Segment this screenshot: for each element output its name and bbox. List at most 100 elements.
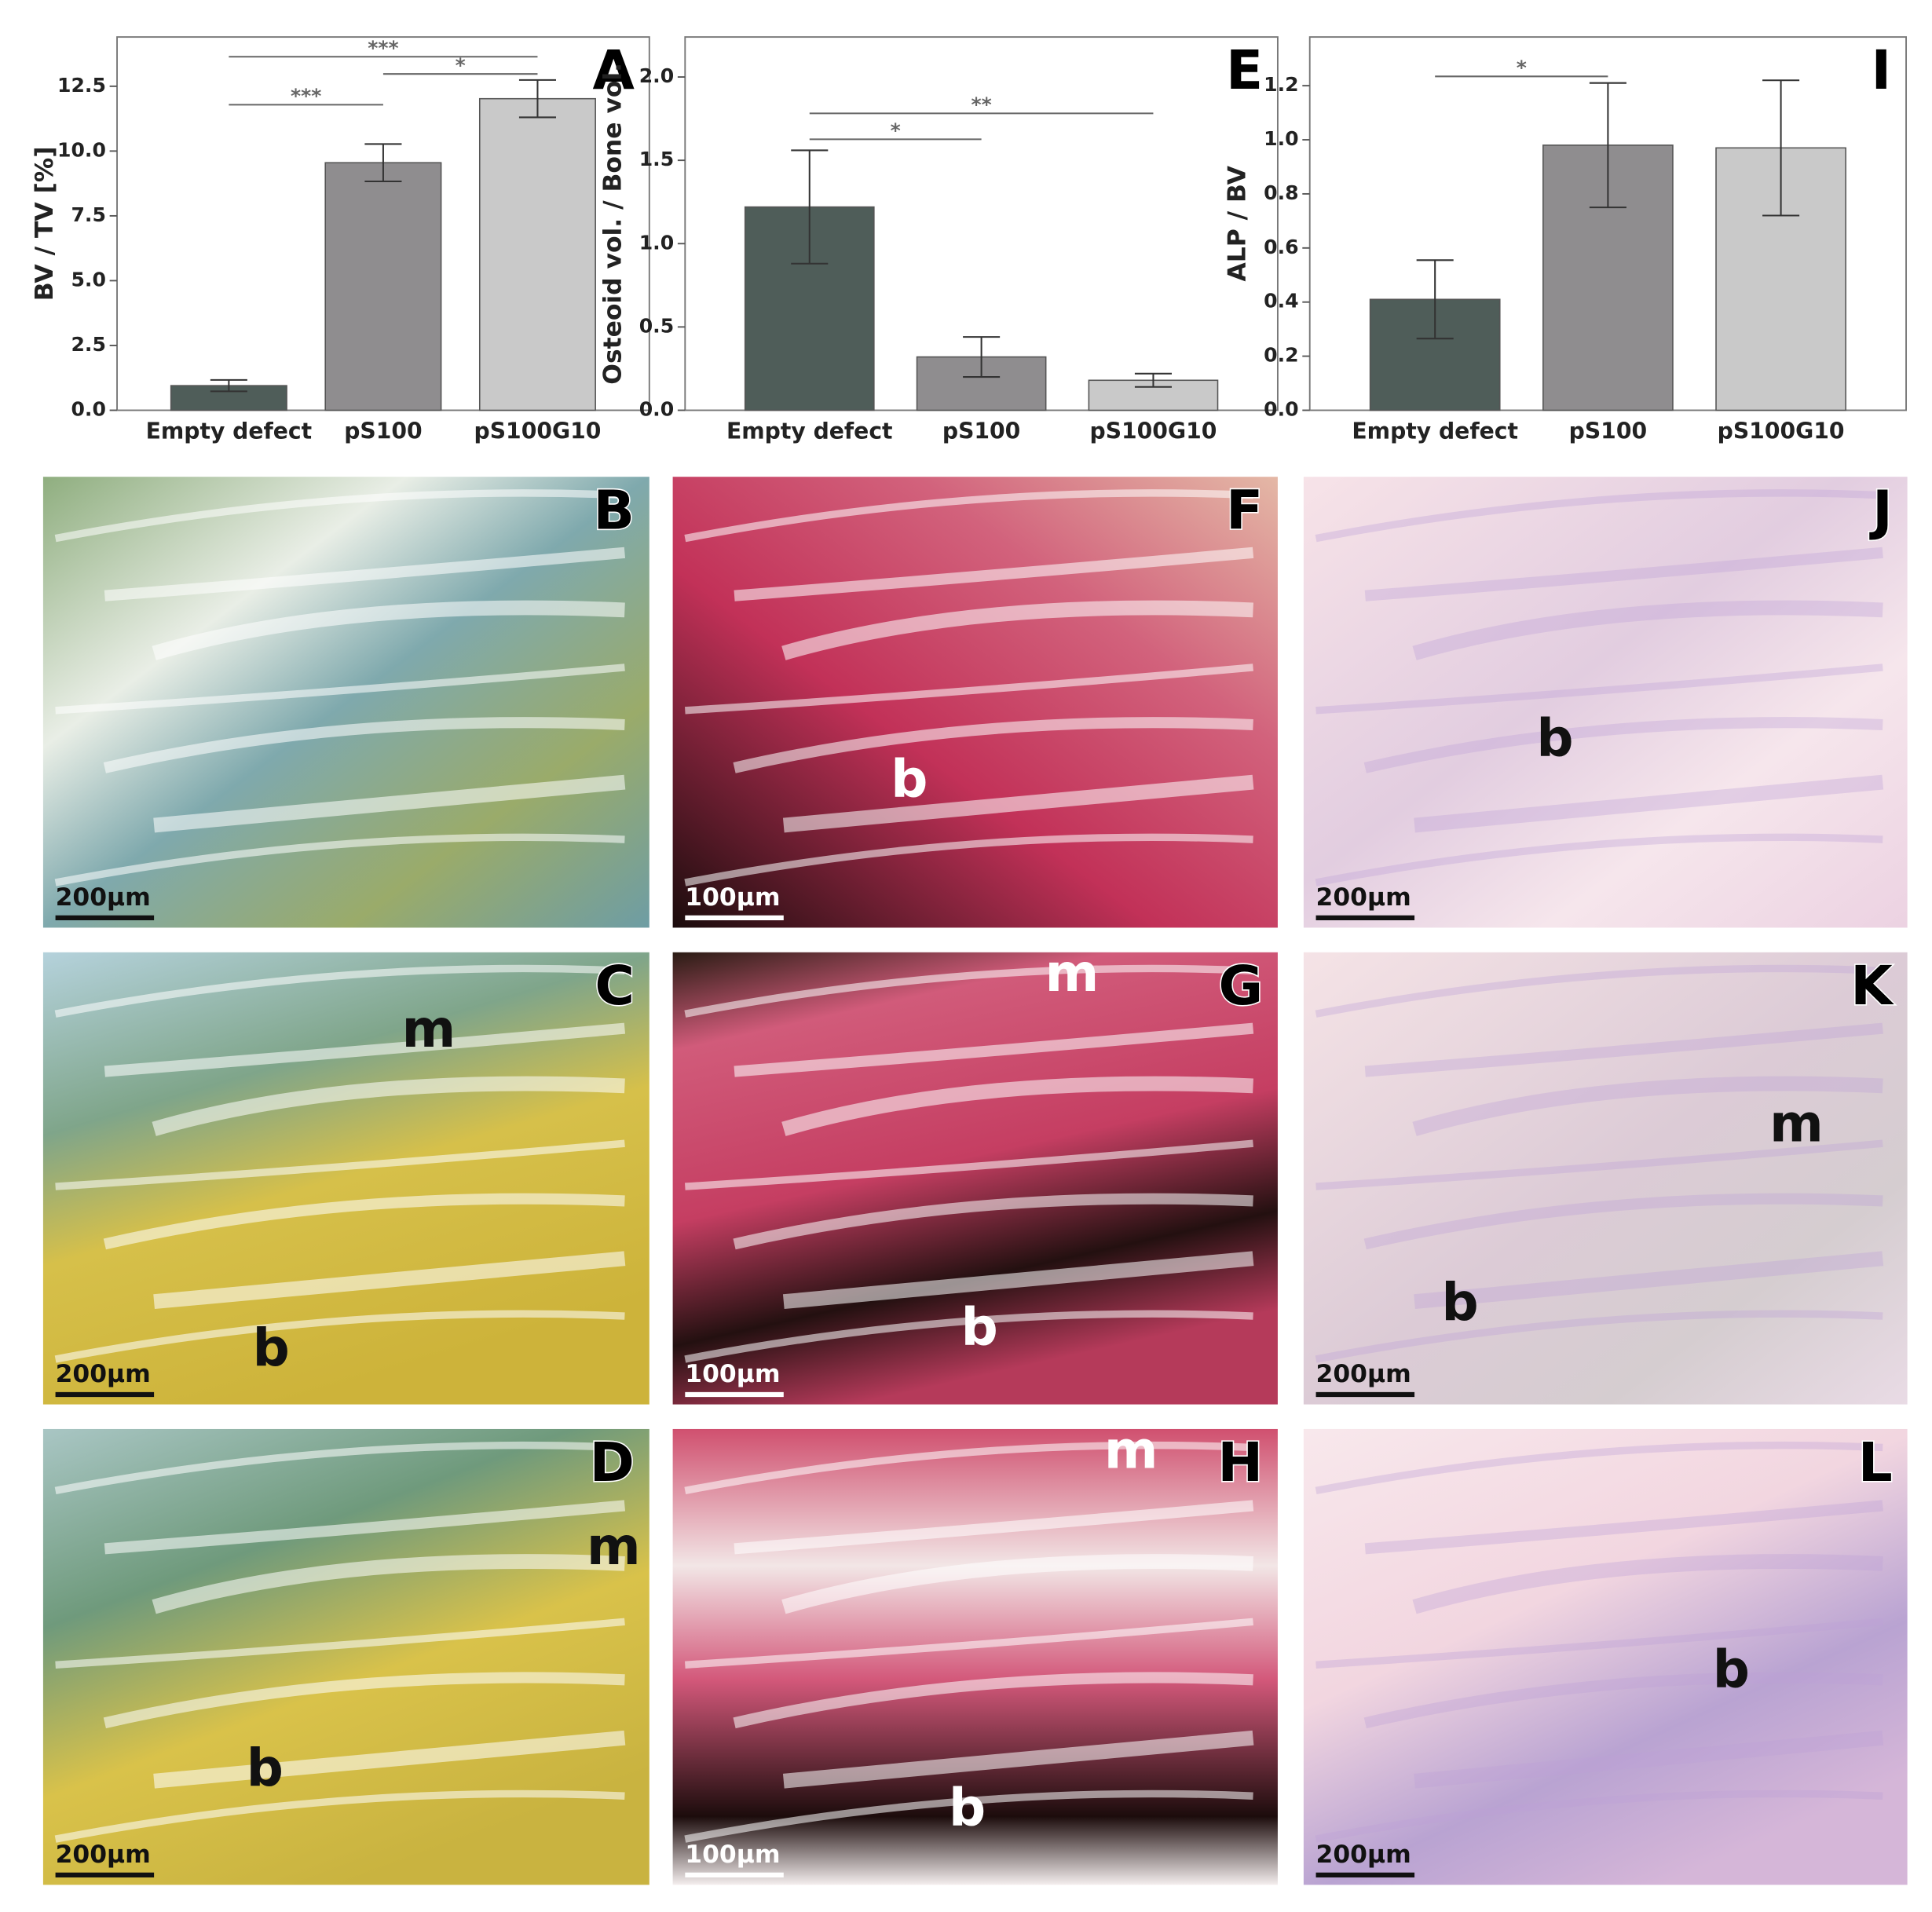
tissue-streak [1363, 1672, 1883, 1729]
error-bar [1134, 372, 1172, 388]
tissue-streak [1315, 1790, 1883, 1843]
x-tick-label: pS100 [344, 419, 422, 444]
tissue-streak [734, 1500, 1254, 1555]
significance-label: * [1517, 57, 1527, 79]
panel-letter: C [595, 955, 635, 1018]
tissue-streak [1414, 774, 1884, 833]
micrograph [1303, 1428, 1908, 1885]
y-tick-label: 1.0 [1264, 127, 1298, 150]
tissue-streak [1414, 1730, 1884, 1789]
tissue-streak [684, 664, 1253, 715]
region-label: m [1769, 1094, 1824, 1154]
panel-letter: D [590, 1431, 635, 1494]
tissue-streak [104, 1022, 626, 1077]
error-bar [1762, 79, 1800, 217]
scale-bar-label: 100µm [685, 883, 780, 912]
y-tick-label: 1.5 [639, 148, 674, 170]
significance-label: * [456, 54, 466, 77]
x-tick-label: pS100 [942, 419, 1020, 444]
region-label: m [1045, 943, 1100, 1004]
scale-bar-label: 200µm [1316, 1360, 1411, 1388]
significance-label: * [891, 119, 901, 142]
panel-letter: J [1869, 479, 1893, 542]
y-tick-label: 5.0 [71, 268, 105, 291]
tissue-streak [54, 833, 625, 887]
tissue-streak [1364, 1500, 1883, 1555]
tissue-streak [153, 1251, 626, 1310]
tissue-streak [733, 1193, 1253, 1250]
y-tick-label: 2.0 [639, 64, 674, 87]
y-axis-title: BV / TV [%] [31, 146, 59, 301]
tissue-streak [684, 489, 1253, 543]
tissue-streak [1412, 1554, 1883, 1614]
tissue-streak [103, 717, 625, 773]
tissue-streak [1315, 1618, 1883, 1669]
tissue-streak [55, 1139, 625, 1190]
error-bar [518, 79, 557, 119]
tissue-streak [104, 547, 626, 601]
tissue-streak [152, 1076, 625, 1136]
bar [478, 97, 596, 411]
region-label: b [247, 1738, 284, 1798]
tissue-streak [684, 1310, 1253, 1363]
micrograph [1303, 952, 1908, 1405]
scale-bar-label: 200µm [56, 883, 151, 912]
tissue-streak [1315, 489, 1883, 543]
tissue-streak [684, 1618, 1253, 1669]
scale-bar-label: 200µm [56, 1360, 151, 1388]
error-bar [1589, 82, 1626, 209]
region-label: b [1536, 708, 1573, 769]
y-tick-label: 0.8 [1264, 181, 1298, 204]
tissue-streak [152, 600, 625, 660]
scale-bar-label: 200µm [1316, 883, 1411, 912]
y-tick-label: 0.0 [639, 397, 674, 420]
tissue-streak [1412, 600, 1883, 660]
tissue-streak [54, 1310, 625, 1363]
x-tick-label: Empty defect [726, 419, 893, 444]
tissue-streak [1315, 1310, 1883, 1363]
y-axis-title: ALP / BV [1224, 165, 1252, 281]
error-bar [364, 143, 402, 183]
y-tick-label: 10.0 [57, 138, 106, 161]
x-tick-label: Empty defect [1352, 419, 1518, 444]
panel-letter: G [1218, 955, 1263, 1018]
tissue-streak [54, 489, 625, 543]
tissue-streak [54, 1441, 625, 1495]
tissue-streak [103, 1193, 625, 1250]
tissue-streak [782, 1730, 1254, 1789]
tissue-streak [1315, 964, 1883, 1018]
error-bar [210, 378, 247, 393]
region-label: b [949, 1777, 986, 1837]
y-tick-label: 0.5 [639, 314, 674, 337]
x-tick-label: pS100 [1569, 419, 1647, 444]
tissue-streak [734, 547, 1254, 601]
y-tick-label: 0.4 [1264, 290, 1298, 313]
error-bar [791, 149, 829, 265]
panel-letter: L [1858, 1431, 1893, 1494]
tissue-streak [1315, 1441, 1883, 1495]
tissue-streak [734, 1022, 1254, 1077]
micrograph [1303, 477, 1908, 928]
bar [744, 206, 875, 411]
tissue-streak [684, 1441, 1253, 1495]
tissue-streak [781, 600, 1253, 660]
y-tick-label: 2.5 [71, 333, 105, 356]
tissue-streak [153, 1730, 626, 1789]
tissue-streak [54, 1790, 625, 1843]
error-bar [963, 336, 1001, 378]
scale-bar-label: 200µm [1316, 1841, 1411, 1869]
tissue-streak [684, 833, 1253, 887]
tissue-streak [781, 1076, 1253, 1136]
scale-bar-label: 100µm [685, 1841, 780, 1869]
tissue-streak [1363, 1193, 1883, 1250]
region-label: b [253, 1318, 290, 1378]
tissue-streak [1364, 1022, 1883, 1077]
region-label: m [402, 999, 456, 1059]
tissue-streak [733, 717, 1253, 773]
scale-bar-label: 200µm [56, 1841, 151, 1869]
region-label: b [891, 748, 928, 809]
y-tick-label: 7.5 [71, 203, 105, 226]
tissue-streak [1414, 1251, 1884, 1310]
y-tick-label: 12.5 [57, 74, 106, 97]
